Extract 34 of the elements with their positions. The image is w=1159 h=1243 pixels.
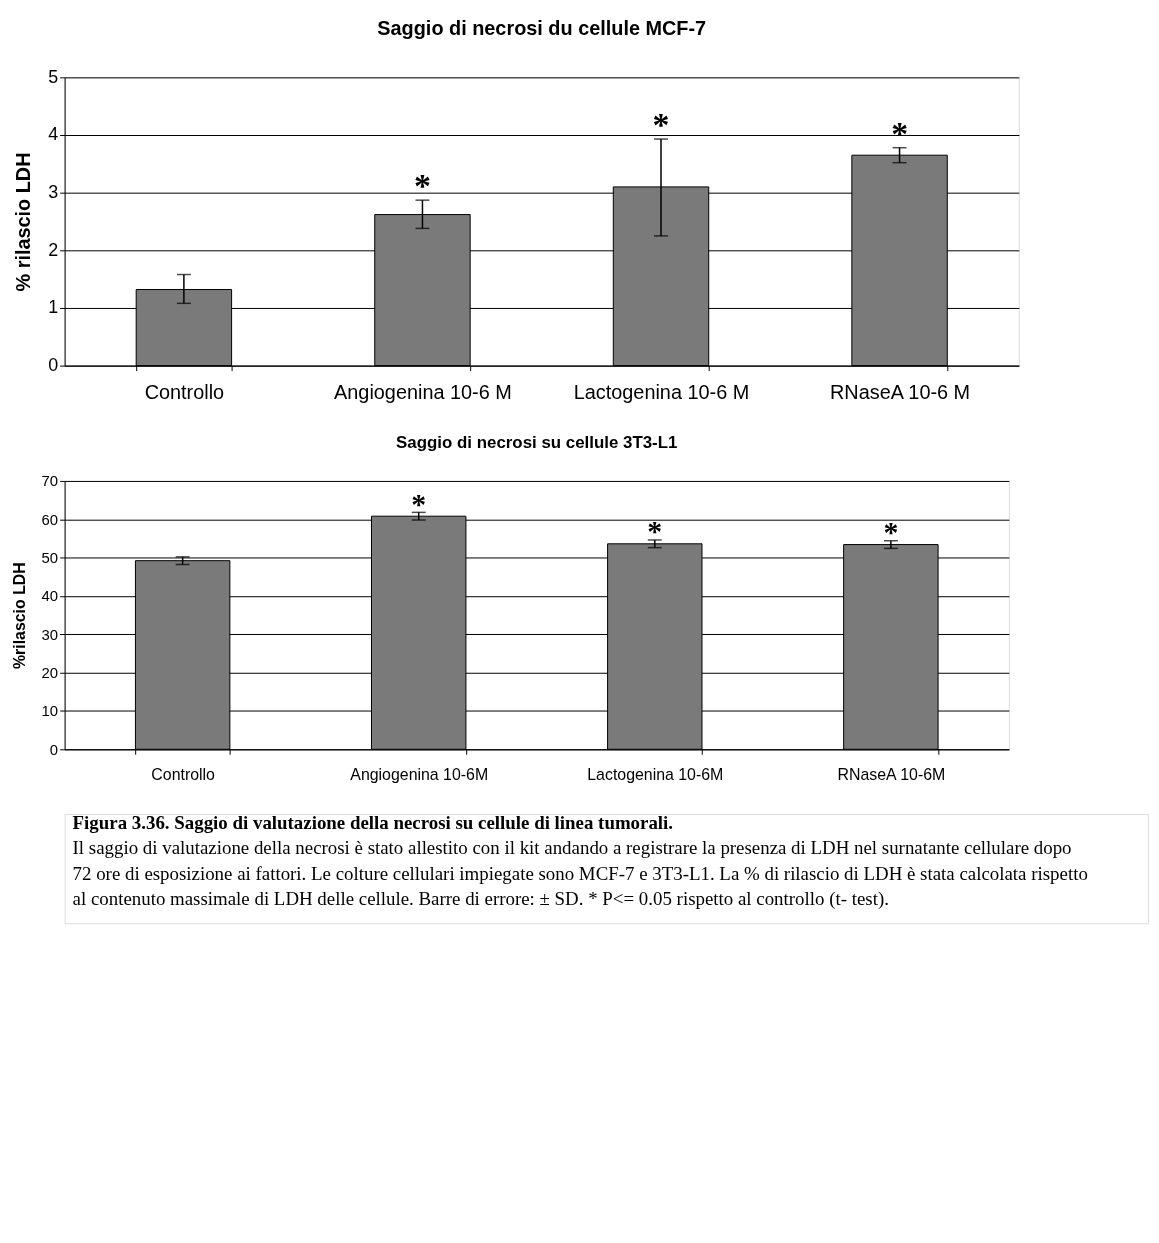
chart-title: Saggio di necrosi du cellule MCF-7: [377, 16, 707, 39]
y-tick-label: 60: [41, 511, 59, 528]
y-tick-label: 30: [41, 626, 59, 643]
y-tick-label: 4: [48, 124, 59, 145]
y-tick-label: 5: [48, 66, 59, 87]
annotation: *: [647, 514, 663, 548]
text: Il saggio di valutazione della necrosi è stato allestito con il kit andando a registrare la presenza di LDH nel surnatante cellulare dopo 72 ore di esposizione ai fattori. Le colture cellulari impiegate sono MCF-7 e 3T3-L1. La % di rilascio di LDH è stata calcolata rispetto al contenuto massimale di LDH delle cellule. Barre di errore: ± SD. * P<= 0.05 rispetto al controllo (t- test).: [72, 836, 1088, 911]
y-tick-label: 0: [48, 355, 59, 376]
y-tick-label: 2: [48, 239, 59, 260]
text: Figura 3.36. Saggio di valutazione della necrosi su cellule di linea tumorali.: [72, 811, 674, 833]
annotation: *: [411, 486, 427, 520]
y-tick-label: 0: [49, 741, 59, 758]
x-tick-label: Angiogenina 10-6M: [350, 765, 489, 783]
x-tick-label: Lactogenina 10-6M: [587, 765, 724, 783]
x-tick-label: Lactogenina 10-6 M: [573, 380, 750, 403]
y-tick-label: 1: [48, 297, 59, 318]
x-tick-label: RNaseA 10-6 M: [829, 380, 971, 403]
y-axis-title: % rilascio LDH: [12, 152, 35, 292]
y-tick-label: 50: [41, 550, 59, 567]
y-tick-label: 40: [41, 588, 59, 605]
y-tick-label: 20: [41, 665, 59, 682]
annotation: *: [891, 114, 909, 152]
chart-title: Saggio di necrosi su cellule 3T3-L1: [396, 433, 678, 453]
annotation: *: [414, 166, 431, 204]
x-tick-label: RNaseA 10-6M: [837, 765, 946, 783]
y-tick-label: 10: [41, 703, 59, 720]
y-axis-title: %rilascio LDH: [10, 562, 28, 670]
y-tick-label: 3: [48, 182, 59, 203]
y-tick-label: 70: [41, 473, 59, 490]
annotation: *: [883, 515, 899, 549]
x-tick-label: Controllo: [144, 380, 225, 403]
annotation: *: [652, 106, 670, 144]
x-tick-label: Controllo: [151, 765, 216, 783]
x-tick-label: Angiogenina 10-6 M: [334, 380, 512, 403]
